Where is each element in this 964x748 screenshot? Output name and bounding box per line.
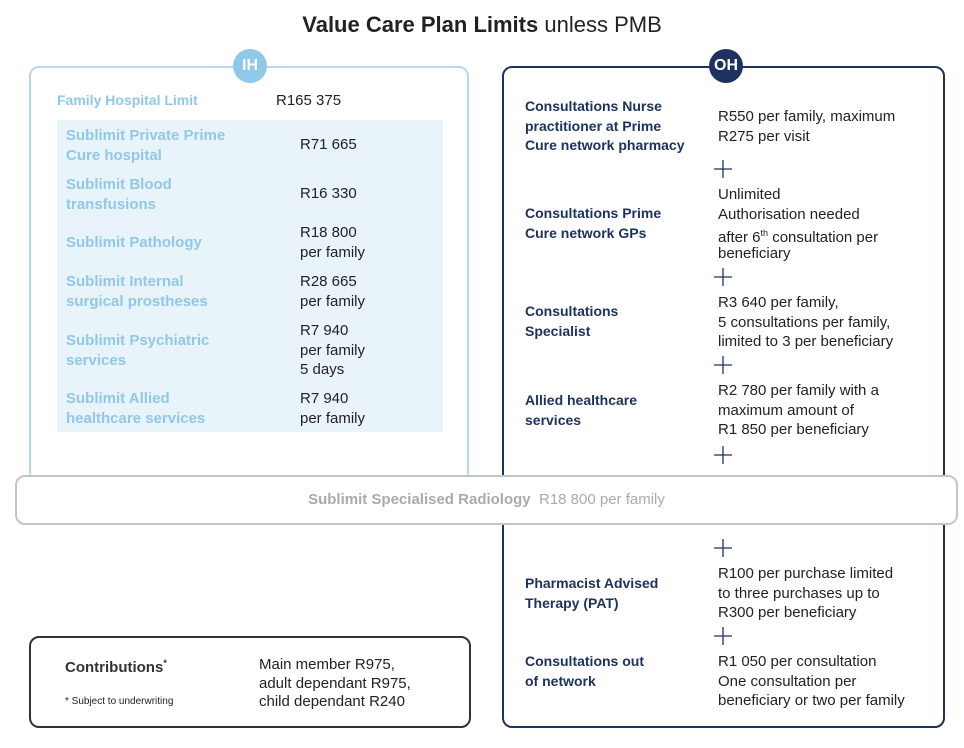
- family-limit-label: Family Hospital Limit: [57, 92, 198, 108]
- family-limit-value: R165 375: [276, 92, 342, 109]
- oh-label: Consultations: [525, 303, 619, 319]
- title: Value Care Plan Limits unless PMB: [0, 12, 964, 38]
- oh-value: R1 050 per consultation: [718, 653, 877, 670]
- oh-value: 5 consultations per family,: [718, 313, 891, 331]
- ih-badge: IH: [233, 49, 267, 83]
- contributions-label-text: Contributions: [65, 659, 164, 676]
- sublimit-value: R7 940: [300, 390, 349, 407]
- sublimit-label: transfusions: [66, 195, 157, 213]
- contributions-box: [29, 636, 471, 728]
- sublimit-label: Sublimit Pathology: [66, 234, 202, 251]
- oh-value: beneficiary: [718, 244, 791, 262]
- sublimit-value: R16 330: [300, 185, 357, 202]
- oh-value: R1 850 per beneficiary: [718, 421, 869, 438]
- radiology-label: Sublimit Specialised Radiology: [308, 491, 531, 508]
- oh-label: of network: [525, 672, 596, 689]
- oh-badge: OH: [709, 49, 743, 83]
- oh-value-before: after 6: [718, 229, 761, 246]
- oh-label: Consultations out: [525, 653, 644, 669]
- sublimit-value: per family: [300, 341, 366, 359]
- sublimit-label: Sublimit Private Prime: [66, 127, 226, 144]
- sublimit-value: per family: [300, 243, 366, 261]
- radiology-value: R18 800 per family: [538, 491, 665, 508]
- oh-label: practitioner at Prime: [525, 117, 662, 134]
- oh-label: Allied healthcare: [525, 392, 638, 408]
- sublimit-value: 5 days: [300, 361, 345, 378]
- oh-value: R3 640 per family,: [718, 294, 839, 311]
- sublimit-label: Cure hospital: [66, 146, 162, 164]
- oh-value-sup: th: [760, 228, 769, 238]
- oh-value: beneficiary or two per family: [718, 692, 905, 709]
- sublimit-value: per family: [300, 292, 366, 310]
- sublimit-value: R71 665: [300, 136, 357, 153]
- oh-value: R275 per visit: [718, 127, 810, 145]
- sublimit-label: Sublimit Allied: [66, 390, 170, 407]
- radiology-box: Sublimit Specialised Radiology R18 800 p…: [15, 475, 958, 525]
- oh-value: maximum amount of: [718, 401, 854, 419]
- oh-value: R2 780 per family with a: [718, 382, 879, 399]
- oh-value: One consultation per: [718, 672, 857, 690]
- sublimit-value: R18 800: [300, 224, 357, 241]
- contributions-value: adult dependant R975,: [259, 674, 411, 692]
- oh-label: Cure network pharmacy: [525, 137, 685, 153]
- oh-value: R300 per beneficiary: [718, 604, 857, 621]
- sublimit-label: surgical prostheses: [66, 292, 208, 310]
- sublimit-panel: [57, 120, 443, 432]
- oh-value: to three purchases up to: [718, 584, 880, 602]
- oh-label: Consultations Prime: [525, 205, 662, 221]
- oh-label: services: [525, 411, 582, 428]
- plus-icons: [714, 160, 732, 645]
- contributions-label: Contributions*: [65, 654, 167, 678]
- oh-value-after: consultation per: [768, 229, 879, 246]
- contributions-asterisk: *: [163, 658, 167, 668]
- oh-label: Pharmacist Advised: [525, 575, 659, 591]
- contributions-value: child dependant R240: [259, 693, 405, 710]
- oh-label: Therapy (PAT): [525, 594, 619, 611]
- sublimit-label: Sublimit Blood: [66, 176, 172, 193]
- oh-value: R550 per family, maximum: [718, 108, 896, 125]
- contributions-value: Main member R975,: [259, 656, 395, 673]
- oh-value: after 6th consultation per: [718, 224, 878, 248]
- plus-group: [714, 160, 732, 645]
- oh-label: Specialist: [525, 322, 591, 339]
- oh-value: R100 per purchase limited: [718, 565, 894, 582]
- contributions-note: * Subject to underwriting: [65, 696, 174, 707]
- title-bold: Value Care Plan Limits: [302, 12, 539, 37]
- oh-value: Authorisation needed: [718, 205, 860, 223]
- oh-label: Cure network GPs: [525, 224, 647, 241]
- sublimit-value: R28 665: [300, 273, 357, 290]
- oh-label: Consultations Nurse: [525, 98, 662, 114]
- title-regular: unless PMB: [544, 12, 662, 37]
- sublimit-label: healthcare services: [66, 409, 206, 427]
- sublimit-label: Sublimit Psychiatric: [66, 332, 210, 349]
- sublimit-label: Sublimit Internal: [66, 273, 184, 290]
- sublimit-value: R7 940: [300, 322, 349, 339]
- sublimit-value: per family: [300, 409, 366, 427]
- sublimit-label: services: [66, 351, 127, 369]
- oh-value: Unlimited: [718, 186, 781, 203]
- oh-value: limited to 3 per beneficiary: [718, 333, 894, 350]
